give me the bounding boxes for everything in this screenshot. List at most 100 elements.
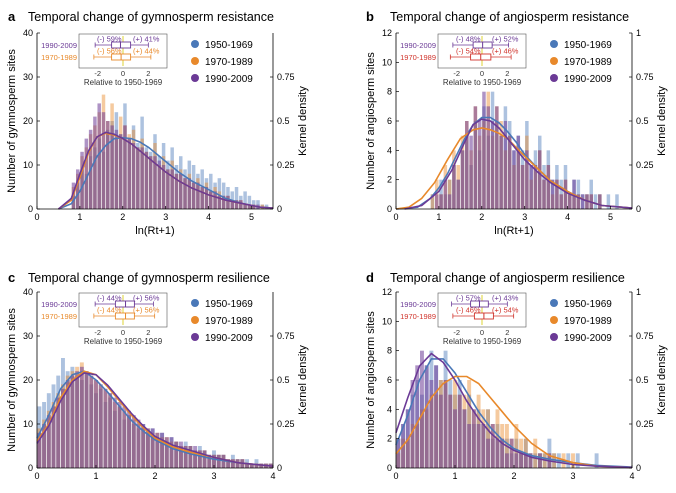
density-line xyxy=(36,370,274,467)
bar xyxy=(46,415,51,468)
bar xyxy=(533,438,538,468)
bar xyxy=(123,125,127,209)
bar xyxy=(188,446,193,468)
density-curves xyxy=(36,370,274,467)
bar xyxy=(207,454,212,468)
density-line xyxy=(57,131,274,210)
bar xyxy=(200,187,204,209)
x-tick-label: 4 xyxy=(565,212,570,222)
bar xyxy=(226,195,230,209)
legend-marker xyxy=(191,74,199,82)
bar xyxy=(434,365,439,468)
y-tick-label: 30 xyxy=(23,72,33,82)
inset-neg-label: (-) 57% xyxy=(456,294,481,303)
inset-pos-label: (+) 54% xyxy=(492,306,519,315)
legend: 1950-1969 1970-1989 1990-2009 xyxy=(550,299,612,344)
legend-marker xyxy=(191,316,199,324)
bar xyxy=(594,453,599,468)
bar xyxy=(516,135,521,209)
bar xyxy=(476,424,481,468)
x-tick-label: 1 xyxy=(93,471,98,481)
bar xyxy=(415,365,420,468)
bar xyxy=(499,135,503,209)
legend-marker xyxy=(191,57,199,65)
bar xyxy=(439,194,443,209)
bar xyxy=(217,195,222,209)
bar xyxy=(243,191,247,209)
bar xyxy=(457,394,462,468)
bar xyxy=(117,402,122,468)
bar xyxy=(512,150,516,209)
x-tick-label: 0 xyxy=(393,471,398,481)
bar xyxy=(110,125,114,209)
legend-marker xyxy=(191,40,199,48)
legend-label: 1990-2009 xyxy=(205,74,253,85)
bar xyxy=(249,463,254,468)
inset: 1990-2009 (-) 57% (+) 43% 1970-1989 (-) 46% (… xyxy=(400,292,527,346)
inset: 1990-2009 (-) 48% (+) 52% 1970-1989 (-) 54% (… xyxy=(400,33,527,87)
bar xyxy=(131,415,136,468)
bar xyxy=(89,375,94,468)
inset-neg-label: (-) 48% xyxy=(456,35,481,44)
x-tick-label: 4 xyxy=(270,471,275,481)
bar xyxy=(254,463,259,468)
bar xyxy=(183,446,188,468)
inset-neg-label: (-) 44% xyxy=(97,294,122,303)
x-tick-label: 3 xyxy=(163,212,168,222)
bar xyxy=(160,432,165,468)
bar xyxy=(504,453,509,468)
inset-tick-label: 2 xyxy=(146,69,150,78)
inset-row-name: 1970-1989 xyxy=(41,312,77,321)
bar xyxy=(447,194,452,209)
bar xyxy=(528,453,533,468)
legend-marker xyxy=(550,333,558,341)
bar xyxy=(245,463,249,468)
inset-box xyxy=(114,312,135,320)
density-line xyxy=(36,370,274,467)
density-line xyxy=(36,372,274,467)
bar xyxy=(169,437,174,468)
bar xyxy=(174,441,179,468)
y2-tick-label: 0.75 xyxy=(636,72,654,82)
bar xyxy=(563,179,568,209)
bar xyxy=(462,409,467,468)
bar xyxy=(75,371,80,468)
bar xyxy=(509,438,514,468)
y2-axis-label: Kernel density xyxy=(297,86,309,156)
inset-row-name: 1970-1989 xyxy=(400,312,436,321)
bar xyxy=(179,441,183,468)
inset-pos-label: (+) 46% xyxy=(492,47,519,56)
bar xyxy=(495,106,499,209)
inset-tick-label: -2 xyxy=(453,328,460,337)
bar xyxy=(430,194,435,209)
inset-axis-label: Relative to 1950-1969 xyxy=(84,337,163,346)
bar xyxy=(520,165,525,209)
bar xyxy=(209,191,213,209)
legend-marker xyxy=(550,40,558,48)
bar xyxy=(150,428,155,468)
bar xyxy=(486,409,490,468)
bar xyxy=(251,204,256,209)
y-tick-label: 40 xyxy=(23,28,33,38)
inset-pos-label: (+) 41% xyxy=(133,35,160,44)
legend-label: 1970-1989 xyxy=(205,57,253,68)
legend-label: 1950-1969 xyxy=(205,40,253,51)
density-curves xyxy=(395,352,633,469)
bar xyxy=(103,388,108,468)
density-line xyxy=(395,375,633,469)
inset-tick-label: 0 xyxy=(480,69,484,78)
inset-tick-label: 0 xyxy=(121,69,125,78)
bar xyxy=(467,424,472,468)
bar xyxy=(56,397,61,468)
bar xyxy=(580,194,585,209)
inset-pos-label: (+) 44% xyxy=(133,47,160,56)
bar xyxy=(155,432,160,468)
legend: 1950-1969 1970-1989 1990-2009 xyxy=(550,40,612,85)
legend-label: 1950-1969 xyxy=(564,299,612,310)
legend-marker xyxy=(191,299,199,307)
bar xyxy=(519,453,524,468)
y2-tick-label: 0.25 xyxy=(636,160,654,170)
bar xyxy=(453,409,457,468)
y-axis-label: Number of gymnosperm sites xyxy=(6,308,18,452)
